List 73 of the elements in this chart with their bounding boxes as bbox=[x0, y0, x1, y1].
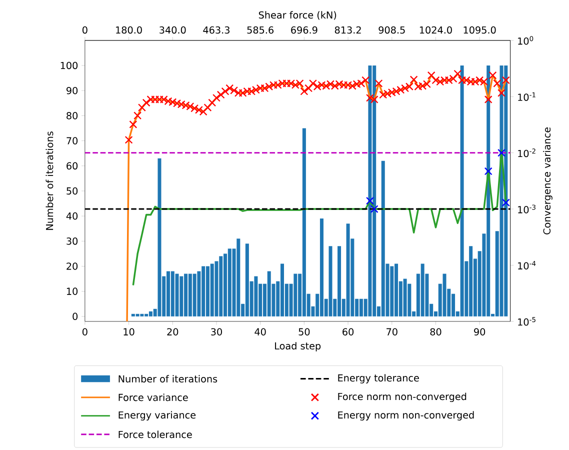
bar bbox=[294, 274, 298, 316]
legend-label: Force norm non-converged bbox=[338, 392, 466, 402]
x-tick-label: 40 bbox=[254, 328, 266, 336]
text: 696.9 bbox=[291, 26, 318, 34]
bar bbox=[236, 238, 240, 316]
bar bbox=[210, 264, 214, 316]
y-tick-label: 30 bbox=[66, 237, 78, 245]
x-tick-label: 90 bbox=[474, 328, 486, 336]
text: 0 bbox=[82, 26, 88, 34]
point bbox=[498, 148, 506, 157]
y2-tick-label: 10$^{0}$ bbox=[518, 36, 534, 45]
x-tick-label: 30 bbox=[211, 328, 222, 336]
y-axis-title: Number of iterations bbox=[46, 131, 54, 230]
legend-label: Energy tolerance bbox=[338, 374, 419, 384]
point bbox=[366, 196, 374, 205]
bar bbox=[166, 271, 170, 316]
bar bbox=[267, 271, 271, 316]
x-tick-label: 0 bbox=[82, 328, 88, 336]
bar bbox=[420, 264, 424, 316]
text: 1095.0 bbox=[464, 26, 496, 34]
x-tick-label: 60 bbox=[342, 328, 354, 336]
x-axis-title: Load step bbox=[275, 342, 321, 352]
bar bbox=[180, 276, 184, 316]
x-tick-label: 20 bbox=[167, 328, 178, 336]
y-tick-label: 20 bbox=[66, 262, 78, 270]
x-tick-label: 50 bbox=[298, 328, 310, 336]
y-tick-label: 40 bbox=[66, 212, 78, 220]
text: 585.6 bbox=[247, 26, 274, 34]
y-tick-label: 10 bbox=[66, 287, 78, 295]
bar bbox=[140, 314, 144, 316]
y-tick-label: 50 bbox=[66, 187, 78, 194]
y2-tick-label: 10$^{-4}$ bbox=[518, 260, 536, 270]
legend-label: Energy norm non-converged bbox=[338, 410, 474, 420]
y-tick-label: 90 bbox=[66, 86, 78, 94]
bar bbox=[504, 65, 508, 316]
bar bbox=[254, 276, 258, 316]
y2-tick-label: 10$^{-1}$ bbox=[518, 92, 536, 101]
x-tick-label: 80 bbox=[430, 328, 442, 336]
y-tick-label: 100 bbox=[60, 62, 78, 69]
legend-label: Force variance bbox=[118, 393, 188, 401]
y-tick-label: 70 bbox=[66, 136, 78, 144]
bar bbox=[328, 246, 332, 316]
y-tick-label: 60 bbox=[66, 162, 78, 170]
x-tick-label: 10 bbox=[124, 328, 134, 336]
bar bbox=[403, 278, 407, 316]
y2-tick-label: 10$^{-5}$ bbox=[518, 316, 536, 326]
legend-label: Force tolerance bbox=[118, 430, 192, 438]
text: 340.0 bbox=[160, 26, 186, 34]
x-tick-label: 70 bbox=[386, 328, 398, 336]
point bbox=[502, 198, 510, 206]
bar bbox=[368, 65, 372, 316]
bar bbox=[136, 314, 140, 316]
text: 1024.0 bbox=[420, 26, 452, 34]
bar bbox=[460, 65, 464, 316]
bar bbox=[192, 274, 196, 316]
bar bbox=[175, 274, 179, 316]
bar bbox=[158, 158, 162, 316]
text: 908.5 bbox=[378, 26, 405, 34]
y-tick-label: 80 bbox=[66, 112, 78, 120]
bar bbox=[346, 223, 350, 316]
y-tick-label: 0 bbox=[72, 312, 78, 320]
y2-axis-title: Convergence variance bbox=[543, 127, 552, 234]
legend-label: Energy variance bbox=[118, 410, 196, 420]
text: 463.3 bbox=[203, 26, 230, 34]
legend-label: Number of iterations bbox=[118, 374, 218, 382]
y2-tick-label: 10$^{-2}$ bbox=[518, 148, 536, 157]
text: 813.2 bbox=[334, 26, 361, 34]
point bbox=[484, 167, 492, 176]
bar bbox=[442, 274, 446, 316]
point bbox=[370, 204, 378, 213]
text: 180.0 bbox=[116, 26, 142, 34]
x2-axis-title: Shear force (kN) bbox=[258, 10, 336, 20]
y2-tick-label: 10$^{-3}$ bbox=[518, 204, 536, 214]
